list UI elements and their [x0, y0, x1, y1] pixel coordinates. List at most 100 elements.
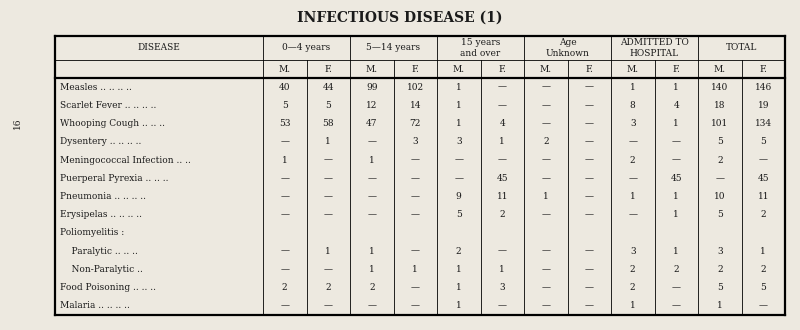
Text: 5: 5 [717, 137, 722, 146]
Text: 5: 5 [717, 210, 722, 219]
Text: 72: 72 [410, 119, 421, 128]
Text: 45: 45 [670, 174, 682, 183]
Text: 1: 1 [630, 82, 636, 92]
Text: —: — [628, 210, 638, 219]
Text: —: — [672, 137, 681, 146]
Text: —: — [542, 82, 550, 92]
Text: 2: 2 [630, 265, 635, 274]
Text: —: — [542, 174, 550, 183]
Text: —: — [585, 119, 594, 128]
Text: 1: 1 [674, 82, 679, 92]
Text: 45: 45 [758, 174, 769, 183]
Text: 5—14 years: 5—14 years [366, 44, 421, 52]
Text: Scarlet Fever .. .. .. ..: Scarlet Fever .. .. .. .. [60, 101, 156, 110]
Text: 1: 1 [369, 155, 374, 165]
Text: 1: 1 [499, 137, 505, 146]
Text: —: — [498, 301, 506, 311]
Text: 1: 1 [543, 192, 549, 201]
Text: 2: 2 [499, 210, 505, 219]
Text: 1: 1 [282, 155, 288, 165]
Text: 2: 2 [761, 210, 766, 219]
Text: —: — [410, 210, 420, 219]
Text: —: — [280, 301, 290, 311]
Text: 5: 5 [717, 283, 722, 292]
Text: —: — [628, 137, 638, 146]
Text: 47: 47 [366, 119, 378, 128]
Text: Paralytic .. .. ..: Paralytic .. .. .. [60, 247, 138, 256]
Text: M.: M. [278, 64, 291, 74]
Text: 40: 40 [279, 82, 290, 92]
Text: —: — [758, 155, 768, 165]
Text: 146: 146 [754, 82, 772, 92]
Text: —: — [367, 174, 376, 183]
Text: INFECTIOUS DISEASE (1): INFECTIOUS DISEASE (1) [298, 11, 502, 25]
Text: 102: 102 [406, 82, 424, 92]
Text: —: — [585, 82, 594, 92]
Text: —: — [498, 82, 506, 92]
Text: Meningococcal Infection .. ..: Meningococcal Infection .. .. [60, 155, 191, 165]
Text: 1: 1 [456, 283, 462, 292]
Text: —: — [324, 265, 333, 274]
Text: —: — [585, 283, 594, 292]
Text: —: — [585, 265, 594, 274]
Text: —: — [367, 137, 376, 146]
Text: 1: 1 [760, 247, 766, 256]
Text: —: — [498, 155, 506, 165]
Text: ADMITTED TO
HOSPITAL: ADMITTED TO HOSPITAL [620, 38, 689, 58]
Text: 14: 14 [410, 101, 421, 110]
Text: —: — [672, 283, 681, 292]
Text: 5: 5 [760, 137, 766, 146]
Text: —: — [410, 283, 420, 292]
Text: 2: 2 [630, 283, 635, 292]
Text: 3: 3 [456, 137, 462, 146]
Text: —: — [542, 119, 550, 128]
Text: 1: 1 [369, 247, 374, 256]
Text: —: — [542, 265, 550, 274]
Text: 2: 2 [630, 155, 635, 165]
Text: —: — [542, 155, 550, 165]
Text: F.: F. [324, 64, 332, 74]
Text: F.: F. [498, 64, 506, 74]
Text: 1: 1 [674, 210, 679, 219]
Text: 2: 2 [761, 265, 766, 274]
Text: 18: 18 [714, 101, 726, 110]
Text: 16: 16 [13, 118, 22, 129]
Text: —: — [324, 174, 333, 183]
Text: —: — [280, 210, 290, 219]
Text: —: — [585, 247, 594, 256]
Text: —: — [324, 301, 333, 311]
Text: 11: 11 [758, 192, 769, 201]
Text: 1: 1 [674, 192, 679, 201]
Text: Dysentery .. .. .. ..: Dysentery .. .. .. .. [60, 137, 142, 146]
Text: 58: 58 [322, 119, 334, 128]
Text: —: — [454, 155, 463, 165]
Text: —: — [410, 301, 420, 311]
Text: 5: 5 [760, 283, 766, 292]
Text: 10: 10 [714, 192, 726, 201]
Text: 2: 2 [717, 265, 722, 274]
Text: —: — [280, 174, 290, 183]
Text: 3: 3 [499, 283, 505, 292]
Text: Non-Paralytic ..: Non-Paralytic .. [60, 265, 143, 274]
Text: —: — [454, 174, 463, 183]
Text: —: — [585, 210, 594, 219]
Text: Age
Unknown: Age Unknown [546, 38, 590, 58]
Text: DISEASE: DISEASE [138, 44, 181, 52]
Text: Pneumonia .. .. .. ..: Pneumonia .. .. .. .. [60, 192, 146, 201]
Text: —: — [585, 301, 594, 311]
Text: 2: 2 [326, 283, 331, 292]
Text: —: — [324, 155, 333, 165]
Text: 2: 2 [674, 265, 679, 274]
Text: —: — [585, 174, 594, 183]
Text: Erysipelas .. .. .. ..: Erysipelas .. .. .. .. [60, 210, 142, 219]
Text: 1: 1 [326, 137, 331, 146]
Text: —: — [367, 301, 376, 311]
Text: 53: 53 [279, 119, 290, 128]
Text: 2: 2 [282, 283, 287, 292]
Text: 1: 1 [630, 192, 636, 201]
Text: —: — [542, 247, 550, 256]
Text: 3: 3 [413, 137, 418, 146]
Text: —: — [758, 301, 768, 311]
Text: —: — [585, 137, 594, 146]
Text: —: — [628, 174, 638, 183]
